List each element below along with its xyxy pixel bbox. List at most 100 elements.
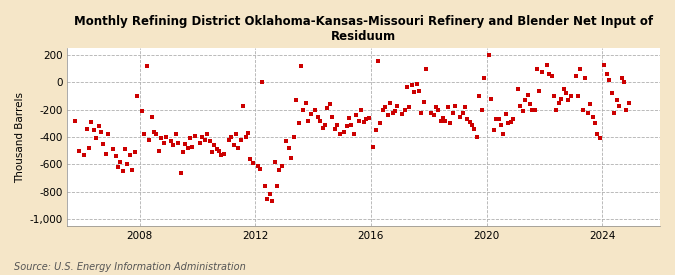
Point bbox=[520, 98, 531, 102]
Point bbox=[334, 132, 345, 137]
Point bbox=[342, 124, 352, 128]
Point bbox=[554, 101, 564, 105]
Point bbox=[500, 112, 511, 116]
Point bbox=[79, 153, 90, 157]
Point bbox=[606, 91, 617, 96]
Point bbox=[428, 113, 439, 117]
Point bbox=[238, 103, 248, 108]
Point bbox=[190, 134, 200, 138]
Point bbox=[389, 109, 400, 113]
Point bbox=[508, 117, 518, 122]
Point bbox=[618, 80, 629, 85]
Point bbox=[245, 157, 256, 161]
Point bbox=[418, 99, 429, 104]
Point bbox=[566, 94, 576, 98]
Point bbox=[570, 73, 581, 78]
Title: Monthly Refining District Oklahoma-Kansas-Missouri Refinery and Blender Net Inpu: Monthly Refining District Oklahoma-Kansa… bbox=[74, 15, 653, 43]
Point bbox=[498, 132, 509, 137]
Point bbox=[346, 123, 357, 127]
Point bbox=[202, 132, 213, 137]
Point bbox=[612, 98, 622, 102]
Point bbox=[371, 128, 381, 133]
Point bbox=[288, 135, 299, 139]
Point bbox=[148, 130, 159, 134]
Point bbox=[302, 119, 313, 123]
Point bbox=[460, 105, 470, 109]
Point bbox=[360, 117, 371, 122]
Point bbox=[313, 114, 323, 119]
Point bbox=[435, 119, 446, 123]
Point bbox=[69, 119, 80, 123]
Point bbox=[551, 108, 562, 112]
Point bbox=[259, 184, 270, 188]
Point bbox=[397, 112, 408, 116]
Point bbox=[176, 170, 186, 175]
Point bbox=[400, 108, 410, 112]
Point bbox=[532, 67, 543, 71]
Point bbox=[219, 151, 230, 156]
Point bbox=[537, 69, 547, 74]
Point bbox=[351, 113, 362, 117]
Point bbox=[74, 148, 85, 153]
Point bbox=[161, 135, 171, 139]
Point bbox=[515, 103, 526, 108]
Point bbox=[141, 64, 152, 68]
Point bbox=[327, 114, 338, 119]
Point bbox=[325, 102, 335, 106]
Point bbox=[589, 121, 600, 126]
Point bbox=[269, 160, 280, 164]
Point bbox=[544, 72, 555, 76]
Point bbox=[110, 154, 121, 158]
Point bbox=[495, 123, 506, 127]
Point bbox=[426, 110, 437, 115]
Point bbox=[382, 113, 393, 117]
Point bbox=[329, 127, 340, 131]
Point bbox=[194, 140, 205, 145]
Point bbox=[601, 72, 612, 76]
Point bbox=[96, 130, 107, 134]
Point bbox=[526, 108, 537, 112]
Point bbox=[158, 140, 169, 145]
Point bbox=[385, 101, 396, 105]
Point bbox=[483, 53, 494, 57]
Point bbox=[411, 82, 422, 86]
Point bbox=[517, 109, 528, 113]
Point bbox=[93, 124, 104, 128]
Point bbox=[291, 98, 302, 102]
Point bbox=[457, 110, 468, 115]
Point bbox=[240, 135, 251, 139]
Point bbox=[199, 138, 210, 142]
Point bbox=[609, 110, 620, 115]
Point bbox=[197, 135, 208, 139]
Point bbox=[587, 114, 598, 119]
Point bbox=[387, 110, 398, 115]
Point bbox=[132, 94, 142, 98]
Point bbox=[300, 101, 311, 105]
Point bbox=[563, 98, 574, 102]
Point bbox=[448, 110, 458, 115]
Point bbox=[421, 67, 432, 71]
Point bbox=[450, 103, 461, 108]
Point bbox=[431, 105, 441, 109]
Point bbox=[81, 127, 92, 131]
Point bbox=[445, 121, 456, 126]
Point bbox=[392, 103, 403, 108]
Point bbox=[488, 128, 499, 133]
Point bbox=[599, 62, 610, 67]
Point bbox=[414, 89, 425, 93]
Point bbox=[375, 121, 386, 126]
Point bbox=[305, 112, 316, 116]
Point bbox=[476, 108, 487, 112]
Point bbox=[211, 147, 222, 152]
Point bbox=[117, 169, 128, 174]
Point bbox=[209, 143, 219, 147]
Point bbox=[404, 105, 414, 109]
Point bbox=[503, 121, 514, 126]
Point bbox=[84, 146, 95, 150]
Text: Source: U.S. Energy Information Administration: Source: U.S. Energy Information Administ… bbox=[14, 262, 245, 272]
Point bbox=[125, 153, 136, 157]
Point bbox=[281, 139, 292, 143]
Point bbox=[438, 116, 449, 120]
Point bbox=[585, 102, 595, 106]
Point bbox=[165, 139, 176, 143]
